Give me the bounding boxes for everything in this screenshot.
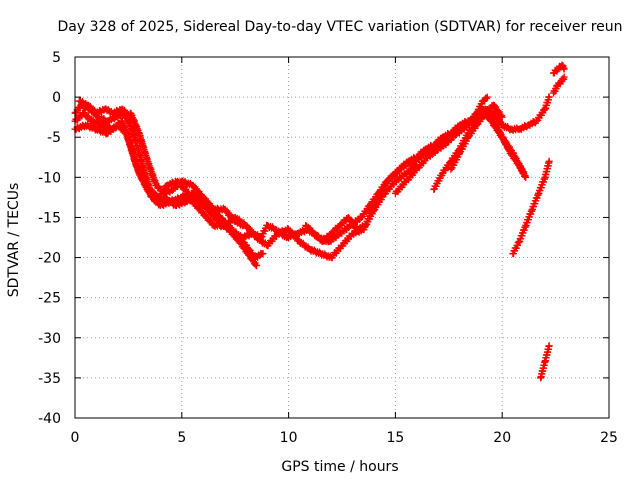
data-point: [253, 262, 261, 270]
data-points: [71, 61, 568, 382]
data-point: [464, 133, 472, 141]
data-point: [259, 250, 267, 258]
data-point: [545, 157, 553, 165]
axis-ticks: [74, 56, 610, 419]
data-point: [473, 121, 481, 129]
data-point: [560, 73, 568, 81]
x-tick-label: 25: [600, 430, 618, 446]
x-tick-label: 0: [71, 430, 80, 446]
data-point: [545, 342, 553, 350]
series-track-k: [537, 342, 553, 382]
series-track-j: [509, 157, 553, 258]
series-track-i: [447, 101, 506, 173]
x-axis-label: GPS time / hours: [281, 459, 398, 475]
y-tick-label: -5: [47, 130, 61, 146]
data-point: [127, 113, 135, 121]
y-tick-label: -40: [38, 411, 61, 427]
grid-lines: [75, 57, 609, 418]
series-track-c: [71, 121, 261, 270]
data-point: [498, 113, 506, 121]
y-tick-label: -30: [38, 331, 61, 347]
y-axis-label: SDTVAR / TECUs: [6, 183, 22, 298]
data-point: [483, 93, 491, 101]
y-tick-label: -20: [38, 251, 61, 267]
data-point-interp: [497, 112, 505, 120]
y-tick-label: -10: [38, 170, 61, 186]
plot-frame: [74, 56, 610, 419]
y-tick-label: -25: [38, 291, 61, 307]
y-tick-label: 0: [52, 90, 61, 106]
data-point: [522, 173, 530, 181]
tick-labels: 0 5 10 15 20 25 5 0 -5 -10 -15 -20 -25 -30 -35 -40: [38, 50, 618, 446]
x-tick-label: 5: [177, 430, 186, 446]
data-point-interp: [482, 95, 490, 103]
data-point: [560, 65, 568, 73]
series-track-l: [549, 73, 568, 97]
x-tick-label: 10: [280, 430, 298, 446]
series-track-f: [302, 93, 553, 246]
data-point-interp: [126, 112, 134, 120]
series-track-n: [75, 97, 135, 121]
y-tick-label: -15: [38, 210, 61, 226]
y-tick-label: -35: [38, 371, 61, 387]
y-tick-label: 5: [52, 50, 61, 66]
chart-title: Day 328 of 2025, Sidereal Day-to-day VTE…: [57, 19, 622, 35]
data-point-interp: [497, 112, 505, 120]
data-point: [545, 93, 553, 101]
series-track-m: [549, 61, 568, 77]
x-tick-label: 15: [386, 430, 404, 446]
x-tick-label: 20: [493, 430, 511, 446]
